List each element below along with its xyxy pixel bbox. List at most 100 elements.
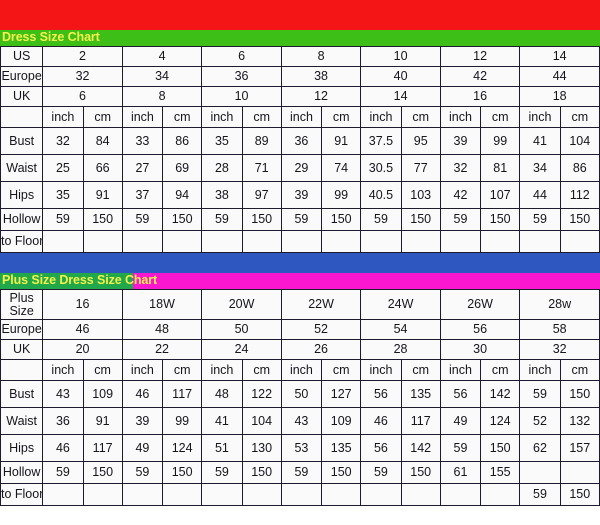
cell-europe-3: 38 xyxy=(280,66,362,87)
cell-plus-uk-1: 22 xyxy=(121,339,203,360)
cell-uk-4: 14 xyxy=(360,86,441,107)
cell-hips-inch-3: 39 xyxy=(280,181,323,209)
cell-waist-cm-2: 71 xyxy=(241,154,282,182)
cell-hollow-cm-3: 150 xyxy=(321,208,362,231)
row-label-hips: Hips xyxy=(0,181,44,209)
cell-plus-to-floor-inch-4 xyxy=(360,483,402,506)
cell-plus-hollow-cm-6 xyxy=(559,461,600,484)
cell-hollow-cm-6: 150 xyxy=(559,208,600,231)
cell-us-0: 2 xyxy=(42,46,123,67)
cell-hips-inch-0: 35 xyxy=(42,181,84,209)
plus-unit-cm-2: cm xyxy=(241,359,282,381)
cell-plus-size-4: 24W xyxy=(360,289,441,320)
cell-plus-waist-cm-6: 132 xyxy=(559,407,600,435)
cell-plus-bust-inch-1: 46 xyxy=(121,380,164,408)
cell-waist-inch-0: 25 xyxy=(42,154,84,182)
unit-cm-3: cm xyxy=(321,106,362,128)
cell-plus-hips-cm-5: 150 xyxy=(480,434,521,462)
cell-hollow-inch-2: 59 xyxy=(201,208,243,231)
green-fill-plus xyxy=(0,273,133,289)
table-row-plus-uk: UK 20 22 24 26 28 30 32 xyxy=(0,339,600,360)
cell-plus-waist-cm-2: 104 xyxy=(241,407,282,435)
cell-plus-size-2: 20W xyxy=(201,289,282,320)
cell-waist-inch-5: 32 xyxy=(439,154,482,182)
cell-plus-hollow-cm-3: 150 xyxy=(321,461,362,484)
magenta-fill xyxy=(133,273,600,289)
cell-plus-hips-inch-5: 59 xyxy=(439,434,482,462)
unit-inch-5: inch xyxy=(439,106,482,128)
plus-unit-cm-0: cm xyxy=(82,359,123,381)
cell-uk-5: 16 xyxy=(439,86,521,107)
cell-waist-cm-0: 66 xyxy=(82,154,123,182)
cell-plus-waist-cm-3: 109 xyxy=(321,407,362,435)
cell-to-floor-cm-6 xyxy=(559,230,600,253)
table-row-us: US 2 4 6 8 10 12 14 xyxy=(0,46,600,67)
cell-plus-waist-inch-1: 39 xyxy=(121,407,164,435)
cell-bust-cm-5: 99 xyxy=(480,127,521,155)
cell-plus-europe-2: 50 xyxy=(201,319,282,340)
cell-plus-hollow-cm-1: 150 xyxy=(162,461,203,484)
cell-us-5: 12 xyxy=(439,46,521,67)
cell-bust-inch-5: 39 xyxy=(439,127,482,155)
cell-hips-cm-5: 107 xyxy=(480,181,521,209)
unit-cm-5: cm xyxy=(480,106,521,128)
dress-chart-title: Dress Size Chart xyxy=(2,30,100,44)
cell-to-floor-inch-2 xyxy=(201,230,243,253)
cell-europe-5: 42 xyxy=(439,66,521,87)
row-label-bust: Bust xyxy=(0,127,44,155)
cell-plus-uk-2: 24 xyxy=(201,339,282,360)
top-red-banner xyxy=(0,0,600,30)
table-row-bust: Bust 32 84 33 86 35 89 36 91 37.5 95 39 … xyxy=(0,127,600,155)
cell-plus-bust-cm-2: 122 xyxy=(241,380,282,408)
unit-inch-4: inch xyxy=(360,106,402,128)
cell-to-floor-inch-0 xyxy=(42,230,84,253)
table-row-to-floor: to Floor xyxy=(0,230,600,253)
plus-unit-cm-6: cm xyxy=(559,359,600,381)
unit-cm-1: cm xyxy=(162,106,203,128)
plus-size-chart-table: Plus Size 16 18W 20W 22W 24W 26W 28w Eur… xyxy=(0,289,600,506)
cell-europe-4: 40 xyxy=(360,66,441,87)
cell-plus-waist-inch-6: 52 xyxy=(519,407,561,435)
unit-inch-3: inch xyxy=(280,106,323,128)
plus-unit-inch-4: inch xyxy=(360,359,402,381)
cell-hips-inch-6: 44 xyxy=(519,181,561,209)
plus-unit-inch-1: inch xyxy=(121,359,164,381)
cell-bust-inch-4: 37.5 xyxy=(360,127,402,155)
cell-plus-to-floor-inch-6: 59 xyxy=(519,483,561,506)
plus-chart-title: Plus Size Dress Size Chart xyxy=(2,273,158,287)
cell-plus-size-5: 26W xyxy=(439,289,521,320)
cell-plus-size-6: 28w xyxy=(519,289,600,320)
unit-cm-0: cm xyxy=(82,106,123,128)
cell-bust-cm-4: 95 xyxy=(400,127,441,155)
cell-plus-to-floor-inch-5 xyxy=(439,483,482,506)
cell-to-floor-inch-1 xyxy=(121,230,164,253)
cell-uk-3: 12 xyxy=(280,86,362,107)
cell-to-floor-cm-0 xyxy=(82,230,123,253)
cell-plus-to-floor-cm-5 xyxy=(480,483,521,506)
cell-plus-hips-inch-6: 62 xyxy=(519,434,561,462)
row-label-plus-hips: Hips xyxy=(0,434,44,462)
cell-hollow-cm-0: 150 xyxy=(82,208,123,231)
cell-plus-uk-6: 32 xyxy=(519,339,600,360)
cell-bust-cm-0: 84 xyxy=(82,127,123,155)
cell-plus-waist-inch-0: 36 xyxy=(42,407,84,435)
green-fill xyxy=(0,30,600,46)
cell-europe-1: 34 xyxy=(121,66,203,87)
cell-waist-cm-1: 69 xyxy=(162,154,203,182)
plus-unit-cm-4: cm xyxy=(400,359,441,381)
cell-hips-cm-2: 97 xyxy=(241,181,282,209)
cell-us-6: 14 xyxy=(519,46,600,67)
dress-chart-title-bar: Dress Size Chart xyxy=(0,30,600,46)
cell-plus-to-floor-cm-1 xyxy=(162,483,203,506)
cell-plus-europe-1: 48 xyxy=(121,319,203,340)
table-row-plus-units: inch cm inch cm inch cm inch cm inch cm … xyxy=(0,359,600,381)
cell-us-3: 8 xyxy=(280,46,362,67)
cell-plus-to-floor-inch-1 xyxy=(121,483,164,506)
cell-plus-hollow-inch-2: 59 xyxy=(201,461,243,484)
cell-plus-uk-0: 20 xyxy=(42,339,123,360)
cell-plus-hips-cm-2: 130 xyxy=(241,434,282,462)
cell-hollow-cm-2: 150 xyxy=(241,208,282,231)
cell-hips-inch-5: 42 xyxy=(439,181,482,209)
cell-plus-bust-cm-5: 142 xyxy=(480,380,521,408)
